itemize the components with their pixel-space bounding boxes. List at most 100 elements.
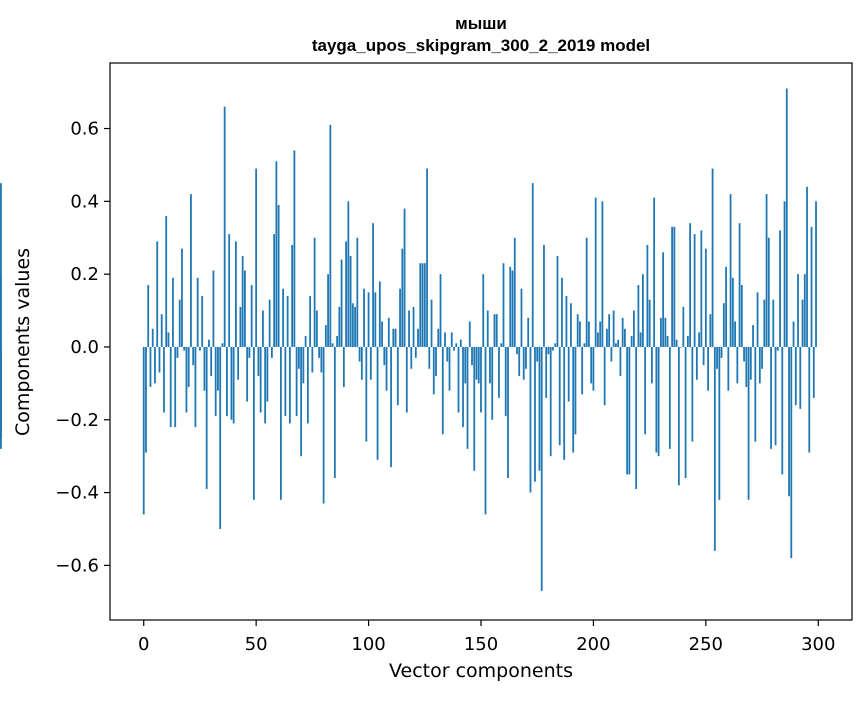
bar-component-142 (462, 346, 464, 428)
bar-component-58 (273, 234, 276, 347)
bar-component-20 (187, 346, 190, 388)
bar-component-105 (378, 281, 381, 347)
bar-component-41 (235, 241, 237, 347)
bar-component-182 (552, 346, 554, 351)
bar-component-49 (253, 346, 255, 500)
bar-component-244 (691, 346, 694, 442)
bar-component-219 (635, 346, 638, 489)
bar-component-81 (324, 325, 327, 347)
bar-component-295 (806, 186, 808, 347)
bar-component-173 (531, 183, 534, 347)
bar-component-211 (617, 339, 620, 347)
chart-subtitle: tayga_upos_skipgram_300_2_2019 model (312, 36, 650, 55)
bar-component-159 (500, 343, 503, 347)
y-axis-ticks: −0.6 −0.4 −0.2 0.0 0.2 0.4 0.6 (55, 119, 110, 576)
bar-component-144 (466, 346, 469, 449)
bar-component-253 (711, 168, 714, 347)
bar-component-19 (185, 346, 188, 413)
bar-component-175 (536, 346, 539, 362)
bar-component-208 (610, 346, 613, 362)
bar-component-290 (794, 346, 797, 406)
bar-component-198 (588, 321, 590, 347)
bar-component-286 (785, 88, 788, 347)
bar-component-132 (439, 274, 442, 347)
bar-component-98 (363, 288, 365, 347)
bar-component-177 (540, 346, 543, 591)
bar-component-273 (756, 292, 759, 347)
bar-component-83 (329, 124, 332, 347)
bar-component-224 (646, 245, 649, 347)
bar-component-260 (727, 346, 730, 391)
bar-component-265 (738, 223, 741, 347)
plot-area-frame (109, 62, 853, 621)
bar-component-292 (799, 346, 802, 409)
bar-component-240 (682, 306, 685, 347)
bar-component-68 (295, 346, 298, 417)
y-tick-label: 0.6 (70, 119, 99, 140)
bar-component-104 (376, 346, 379, 460)
bar-component-145 (468, 321, 471, 347)
bar-component-158 (498, 346, 500, 398)
bar-component-203 (599, 321, 602, 347)
bar-component-36 (223, 106, 226, 347)
bar-component-8 (160, 314, 163, 347)
bar-component-149 (477, 346, 480, 384)
bar-component-127 (428, 346, 431, 369)
bar-component-138 (453, 346, 455, 351)
bar-component-294 (803, 274, 806, 347)
bar-component-4 (151, 328, 154, 347)
x-axis-ticks: 0 50 100 150 200 250 300 (138, 620, 835, 655)
bar-component-128 (430, 299, 433, 347)
bar-component-62 (282, 288, 285, 347)
bar-component-266 (740, 285, 743, 347)
bar-component-119 (410, 346, 413, 369)
bar-component-168 (520, 288, 523, 347)
bar-component-254 (713, 346, 716, 551)
y-axis-label: Components values (12, 248, 34, 436)
bar-component-79 (320, 346, 323, 373)
bar-component-257 (720, 346, 723, 358)
bar-component-108 (385, 346, 388, 391)
bar-component-60 (277, 204, 280, 347)
bar-component-70 (300, 346, 303, 457)
x-tick-label: 50 (245, 634, 268, 655)
bar-component-241 (684, 346, 687, 479)
bar-component-135 (446, 346, 449, 362)
bar-component-22 (192, 346, 195, 366)
x-tick-label: 150 (464, 634, 498, 655)
bar-component-285 (783, 201, 786, 347)
bar-component-296 (808, 346, 811, 453)
bar-component-242 (686, 336, 689, 347)
bar-component-113 (396, 346, 399, 406)
bar-component-14 (174, 346, 177, 428)
bar-component-74 (309, 295, 312, 347)
bar-component-246 (695, 346, 698, 380)
bar-component-28 (205, 346, 208, 489)
bar-component-263 (734, 321, 736, 347)
bar-component-73 (306, 346, 309, 424)
bar-component-17 (181, 248, 183, 347)
bar-component-52 (259, 346, 262, 413)
bar-component-264 (736, 346, 739, 384)
bar-component-93 (351, 303, 354, 347)
bar-component-137 (450, 332, 453, 347)
bar-component-291 (797, 274, 799, 347)
bar-component-281 (774, 346, 777, 446)
bar-component-274 (758, 346, 761, 384)
bar-component-122 (417, 328, 419, 347)
bar-component-186 (561, 277, 563, 347)
bar-component-204 (601, 201, 604, 347)
bar-component-258 (722, 303, 725, 347)
bar-component-1 (145, 346, 147, 453)
bar-component-21 (190, 194, 192, 347)
bar-component-297 (810, 226, 813, 347)
bar-component-172 (529, 346, 532, 493)
bar-component-222 (641, 274, 644, 347)
bar-component-228 (655, 346, 658, 453)
bar-component-192 (574, 346, 577, 435)
bar-component-251 (707, 346, 709, 391)
bar-component-250 (704, 248, 707, 347)
bar-component-71 (302, 346, 305, 384)
